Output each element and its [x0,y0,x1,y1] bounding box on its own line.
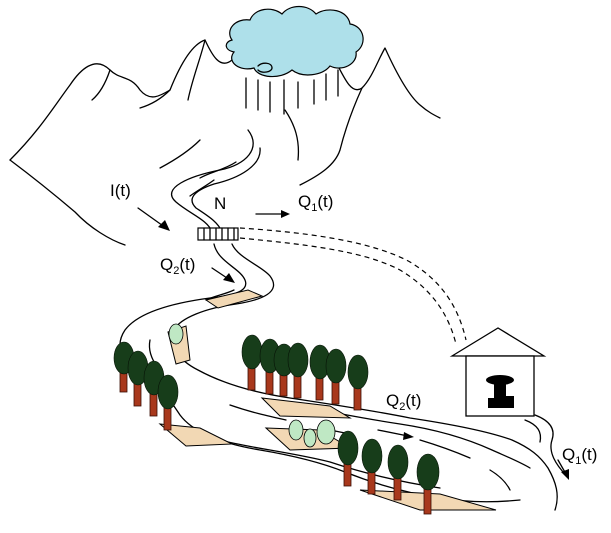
flow-arrows [137,207,569,480]
label-q1-lower: Q1(t) [562,445,597,467]
label-q1-upper: Q1(t) [298,192,333,214]
mountain-range [9,27,441,246]
trees-lower [337,430,440,515]
trees-middle [241,334,369,411]
labels: I(t) N Q1(t) Q2(t) Q2(t) Q1(t) [110,181,597,467]
q2-lower-arrow [377,429,414,440]
rain-cloud [225,5,364,115]
label-q2-upper: Q2(t) [160,255,195,277]
rain-lines [245,69,339,115]
diversion-node [197,227,239,241]
label-q2-lower: Q2(t) [386,391,421,413]
q1-lower-arrow [557,459,569,480]
q1-upper-arrow [255,210,290,218]
sand-bars [158,289,497,511]
label-node: N [214,194,226,213]
label-inflow: I(t) [110,181,131,200]
powerhouse [449,327,547,417]
bushes [168,323,336,448]
inflow-arrow [137,207,170,231]
q2-upper-arrow [211,267,235,283]
trees-left [113,341,179,431]
diversion-canal [239,227,467,345]
